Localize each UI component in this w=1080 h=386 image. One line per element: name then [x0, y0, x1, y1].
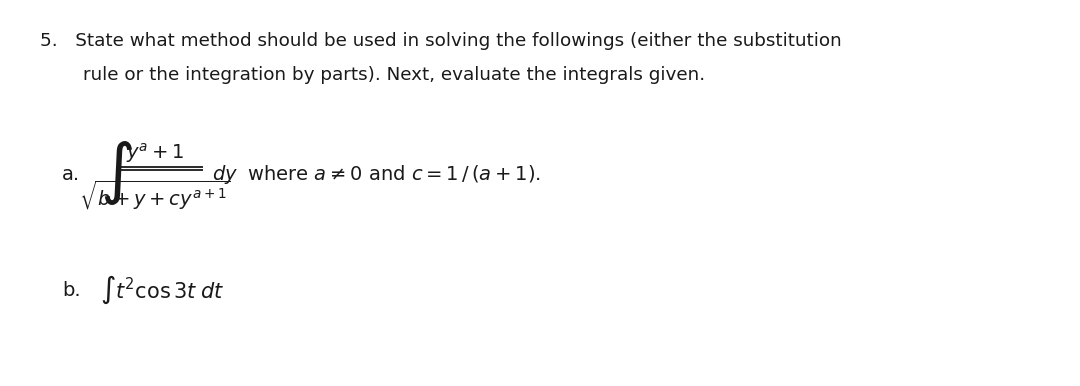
Text: a.: a.	[62, 166, 80, 185]
Text: $\int t^{2}\cos 3t\;dt$: $\int t^{2}\cos 3t\;dt$	[100, 274, 225, 306]
Text: $\sqrt{b+y+cy^{a+1}}$: $\sqrt{b+y+cy^{a+1}}$	[79, 178, 231, 212]
Text: $dy\;$ where $a \neq 0$ and $c = 1\,/\,(a+1).$: $dy\;$ where $a \neq 0$ and $c = 1\,/\,(…	[212, 164, 541, 186]
Text: b.: b.	[62, 281, 81, 300]
Text: 5.   State what method should be used in solving the followings (either the subs: 5. State what method should be used in s…	[40, 32, 841, 50]
Text: $y^{a}+1$: $y^{a}+1$	[125, 141, 185, 165]
Text: rule or the integration by parts). Next, evaluate the integrals given.: rule or the integration by parts). Next,…	[83, 66, 705, 84]
Text: $\int$: $\int$	[100, 139, 133, 207]
